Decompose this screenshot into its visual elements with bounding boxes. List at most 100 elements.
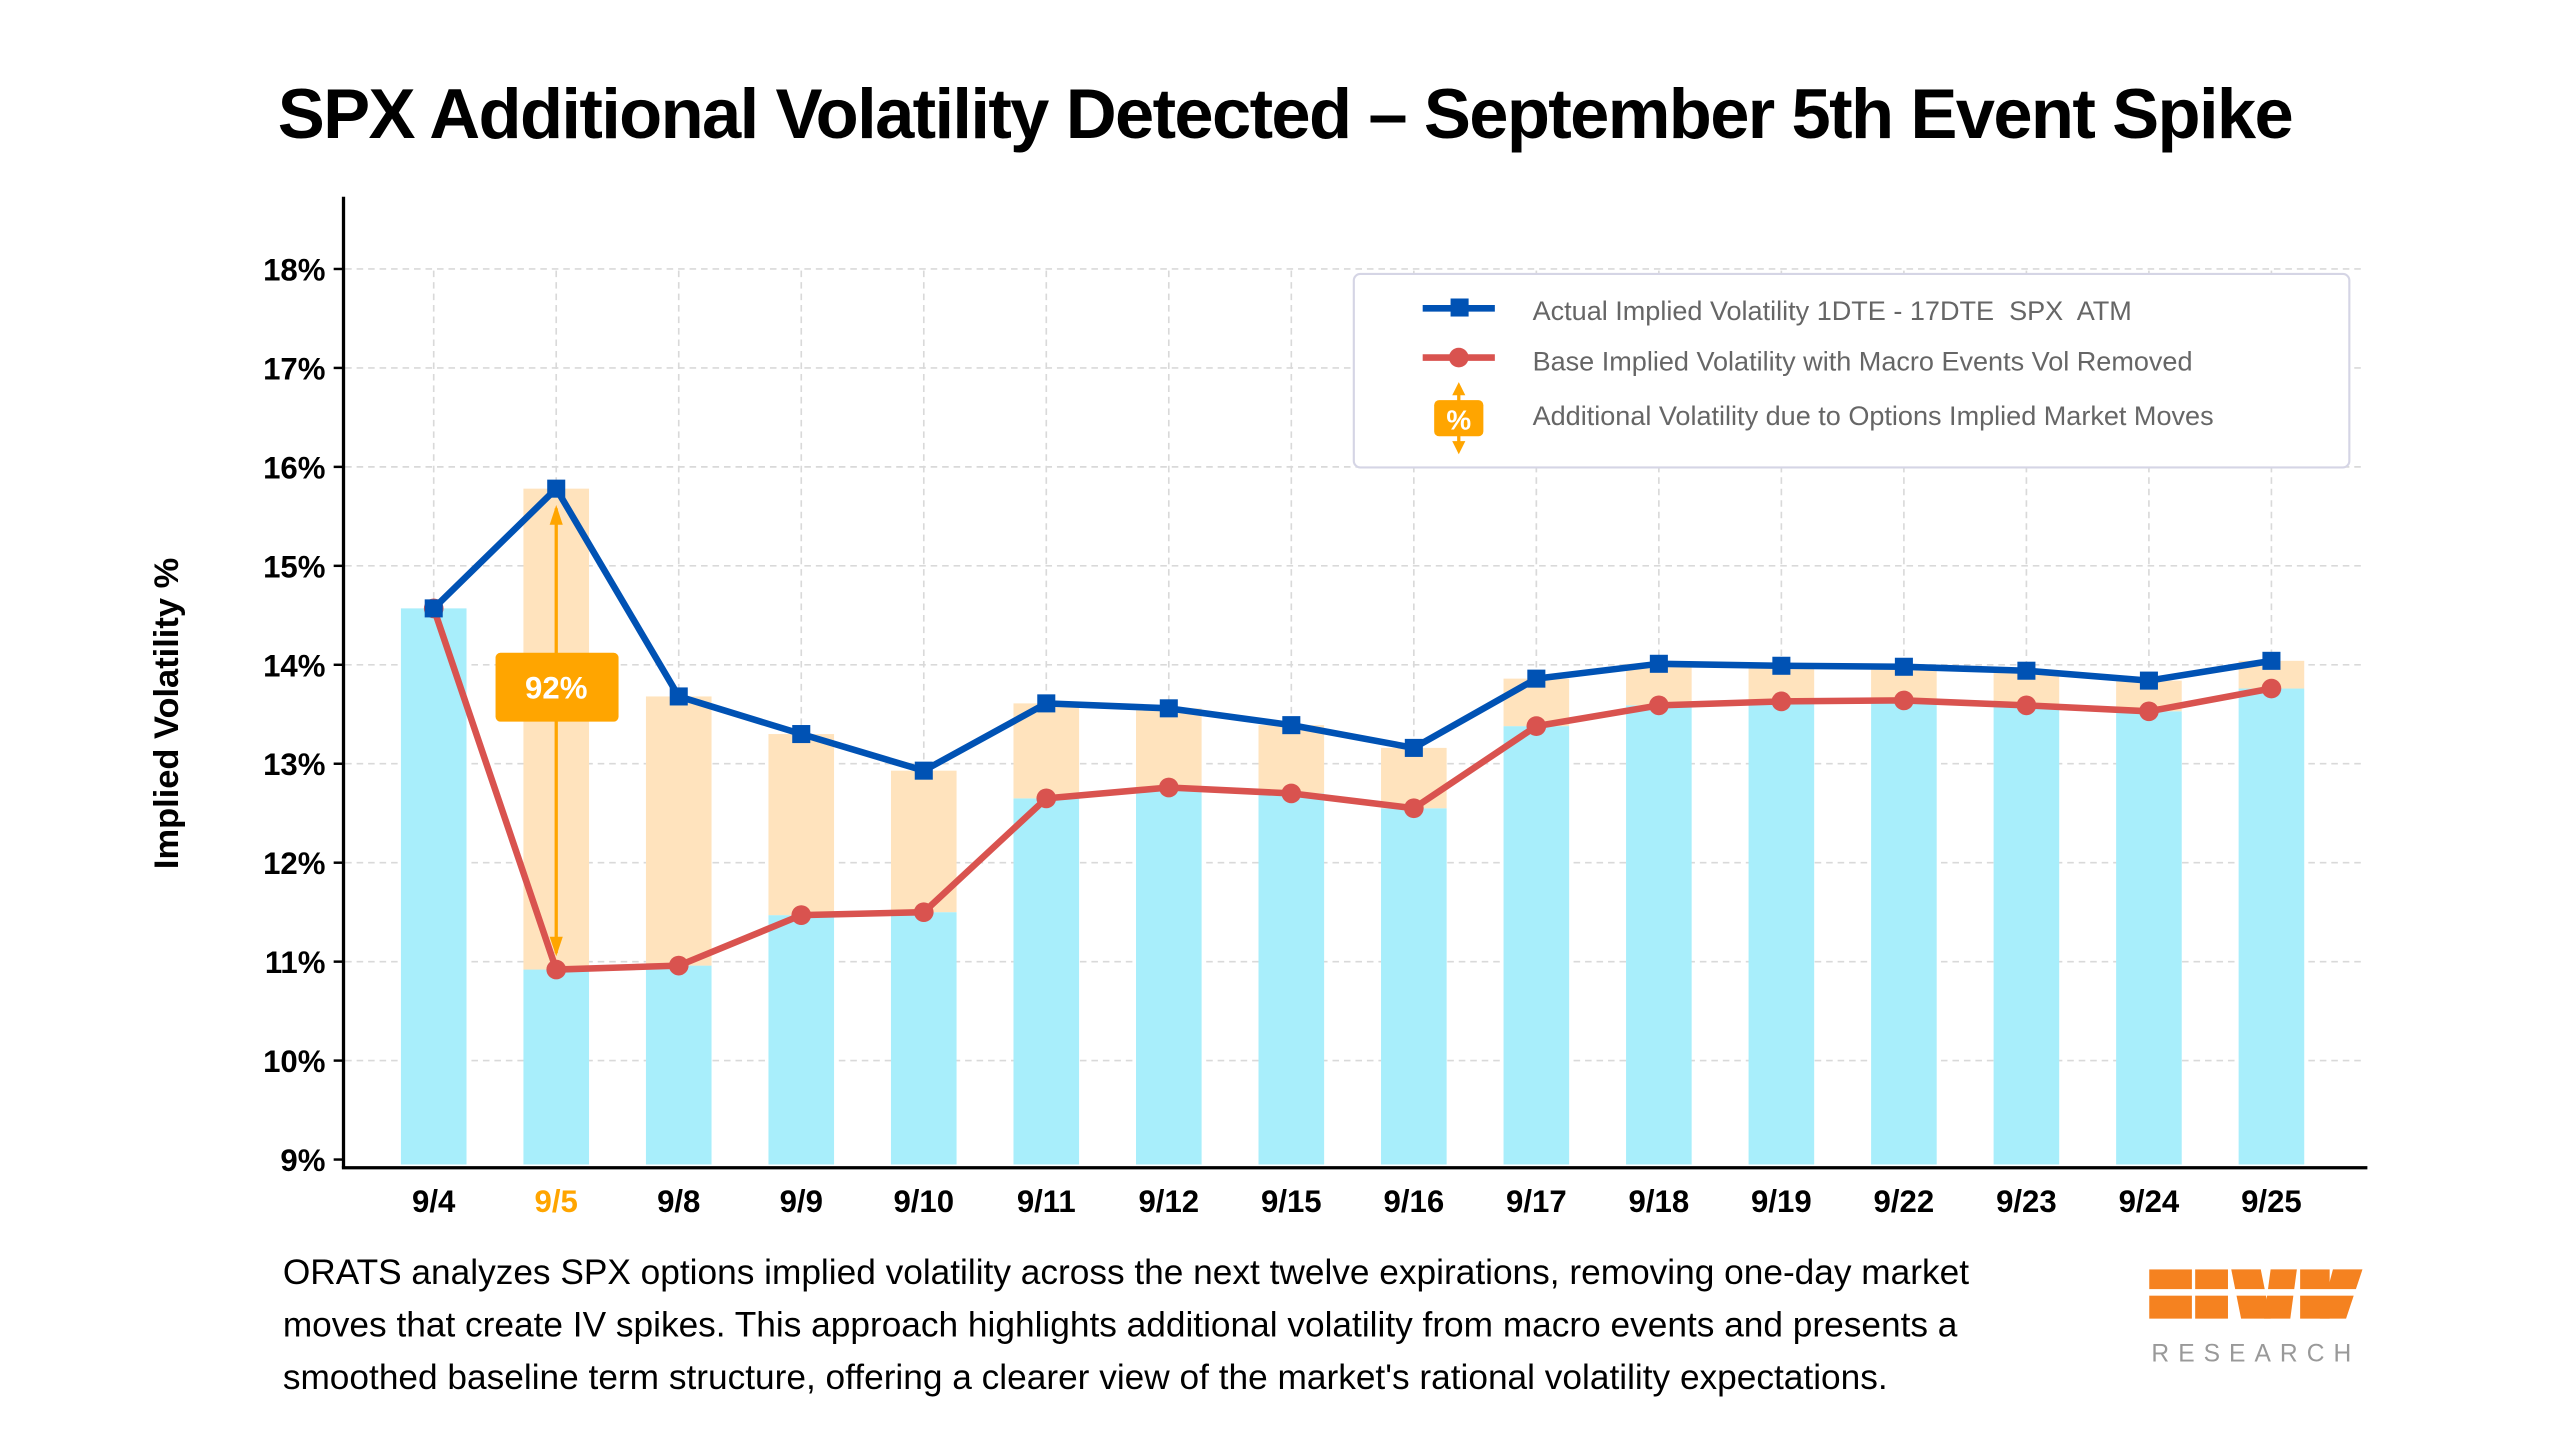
base-volatility-bar <box>1871 700 1937 1165</box>
legend-label-base: Base Implied Volatility with Macro Event… <box>1533 347 2193 377</box>
additional-volatility-bar <box>1381 747 1447 809</box>
actual-iv-point <box>1527 669 1546 688</box>
footer-line-3: smoothed baseline term structure, offeri… <box>283 1358 1888 1397</box>
actual-iv-point <box>1037 694 1056 713</box>
base-iv-point <box>2261 678 2282 699</box>
svg-text:%: % <box>1446 405 1471 436</box>
additional-volatility-bar <box>1258 725 1325 794</box>
base-iv-point <box>1649 695 1669 716</box>
x-tick-label: 9/11 <box>1017 1184 1076 1219</box>
additional-volatility-bar <box>1013 703 1080 799</box>
footer-line-2: moves that create IV spikes. This approa… <box>283 1306 1958 1345</box>
actual-iv-point <box>914 761 933 780</box>
x-tick-label: 9/15 <box>1261 1184 1322 1219</box>
actual-iv-point <box>547 479 566 498</box>
base-volatility-bar <box>400 608 467 1165</box>
base-volatility-bar <box>2238 688 2305 1165</box>
actual-iv-point <box>1159 699 1178 718</box>
base-iv-point <box>2139 701 2159 722</box>
y-tick-label: 12% <box>263 846 325 881</box>
y-tick-label: 15% <box>263 549 325 584</box>
legend: Actual Implied Volatility 1DTE - 17DTE S… <box>1352 272 2351 469</box>
legend-square-marker-icon <box>1450 298 1469 317</box>
x-tick-label: 9/25 <box>2241 1184 2302 1219</box>
base-iv-point <box>1894 690 1914 711</box>
annotation-label: 92% <box>525 671 587 706</box>
y-tick-label: 11% <box>265 945 326 980</box>
y-tick-label: 14% <box>263 648 325 683</box>
base-volatility-bar <box>768 915 835 1165</box>
actual-iv-point <box>2017 661 2036 680</box>
arrow-down-icon <box>549 936 563 957</box>
base-volatility-bar <box>1748 701 1815 1165</box>
base-iv-point <box>1771 691 1792 712</box>
base-volatility-bar <box>1381 808 1447 1165</box>
annotation: 92% <box>495 505 619 957</box>
base-iv-point <box>546 959 567 980</box>
bars <box>400 488 2305 1165</box>
actual-iv-point <box>1649 654 1668 673</box>
actual-iv-point <box>2139 671 2158 690</box>
base-volatility-bar <box>1993 705 2060 1165</box>
y-tick-label: 16% <box>263 450 325 485</box>
legend-percent-arrow-icon: % <box>1434 382 1484 455</box>
x-tick-label: 9/12 <box>1138 1184 1199 1219</box>
additional-volatility-bar <box>1136 708 1202 788</box>
actual-iv-point <box>424 599 443 618</box>
legend-circle-marker-icon <box>1448 347 1469 368</box>
x-ticks: 9/4 9/5 9/8 9/9 9/10 9/11 9/12 9/15 9/16 9/17 9/18… <box>412 1184 2302 1219</box>
y-tick-label: 9% <box>280 1143 325 1178</box>
additional-volatility-bar <box>645 696 712 966</box>
y-tick-label: 17% <box>263 351 325 386</box>
orats-logo: RESEARCH <box>2145 1269 2366 1367</box>
y-tick-label: 18% <box>263 252 325 287</box>
base-volatility-bar <box>523 969 590 1165</box>
x-tick-label: 9/23 <box>1996 1184 2057 1219</box>
arrow-up-icon <box>549 505 563 525</box>
x-tick-label: 9/5 <box>535 1184 578 1219</box>
actual-iv-point <box>1404 738 1423 757</box>
legend-box <box>1352 272 2351 469</box>
y-ticks: 9% 10% 11% 12% 13% 14% 15% 16% 17% 18% <box>263 252 344 1178</box>
x-tick-label: 9/19 <box>1751 1184 1812 1219</box>
base-volatility-bar <box>890 912 957 1165</box>
actual-iv-point <box>1894 657 1913 676</box>
y-tick-label: 10% <box>263 1044 325 1079</box>
base-iv-point <box>1526 716 1547 736</box>
base-iv-point <box>791 905 812 925</box>
annotation-label-box <box>495 652 619 722</box>
actual-iv-line <box>431 485 2272 774</box>
x-tick-label: 9/16 <box>1384 1184 1445 1219</box>
base-iv-point <box>1403 798 1424 819</box>
x-tick-label: 9/24 <box>2119 1184 2180 1219</box>
chart-title: SPX Additional Volatility Detected – Sep… <box>278 74 2292 153</box>
logo-subtitle: RESEARCH <box>2151 1340 2360 1367</box>
series-lines <box>423 479 2282 980</box>
y-tick-label: 13% <box>263 747 325 782</box>
x-tick-label: 9/9 <box>780 1184 823 1219</box>
x-tick-label: 9/4 <box>412 1184 456 1219</box>
base-iv-point <box>1281 783 1302 804</box>
base-iv-point <box>913 902 934 923</box>
x-tick-label: 9/18 <box>1629 1184 1690 1219</box>
actual-iv-point <box>792 725 811 744</box>
base-volatility-bar <box>1503 726 1570 1165</box>
footer-text: ORATS analyzes SPX options implied volat… <box>283 1253 1969 1397</box>
actual-iv-point <box>1282 716 1301 735</box>
actual-iv-point <box>1772 656 1791 675</box>
base-volatility-bar <box>1013 798 1080 1165</box>
x-tick-label: 9/17 <box>1506 1184 1567 1219</box>
actual-iv-point <box>669 687 688 706</box>
y-axis-label: Implied Volatility % <box>148 558 186 869</box>
base-volatility-bar <box>1136 787 1202 1165</box>
x-tick-label: 9/22 <box>1874 1184 1935 1219</box>
footer-line-1: ORATS analyzes SPX options implied volat… <box>283 1253 1969 1292</box>
additional-volatility-bar <box>768 734 835 916</box>
base-iv-line <box>430 607 2273 973</box>
x-tick-label: 9/8 <box>657 1184 700 1219</box>
base-iv-point <box>2016 695 2037 716</box>
base-iv-point <box>1158 777 1179 798</box>
x-tick-label: 9/10 <box>893 1184 954 1219</box>
axes <box>341 196 2368 1170</box>
